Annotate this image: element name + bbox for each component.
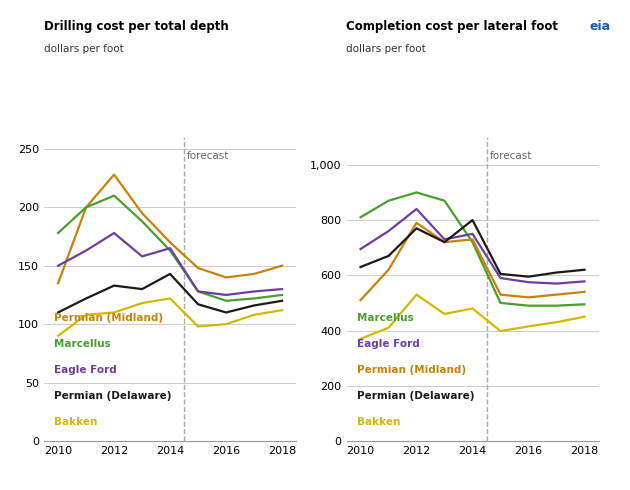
Text: forecast: forecast [490,151,532,161]
Text: Marcellus: Marcellus [54,339,111,349]
Text: dollars per foot: dollars per foot [44,44,124,54]
Text: eia: eia [590,20,611,33]
Text: Permian (Delaware): Permian (Delaware) [54,391,172,401]
Text: Marcellus: Marcellus [357,314,413,323]
Text: Permian (Midland): Permian (Midland) [54,314,163,323]
Text: dollars per foot: dollars per foot [346,44,427,54]
Text: Eagle Ford: Eagle Ford [357,339,420,349]
Text: Permian (Midland): Permian (Midland) [357,365,466,375]
Text: Bakken: Bakken [357,416,400,427]
Text: Eagle Ford: Eagle Ford [54,365,117,375]
Text: Completion cost per lateral foot: Completion cost per lateral foot [346,20,559,33]
Text: Bakken: Bakken [54,416,98,427]
Text: Permian (Delaware): Permian (Delaware) [357,391,474,401]
Text: Drilling cost per total depth: Drilling cost per total depth [44,20,229,33]
Text: forecast: forecast [187,151,229,161]
